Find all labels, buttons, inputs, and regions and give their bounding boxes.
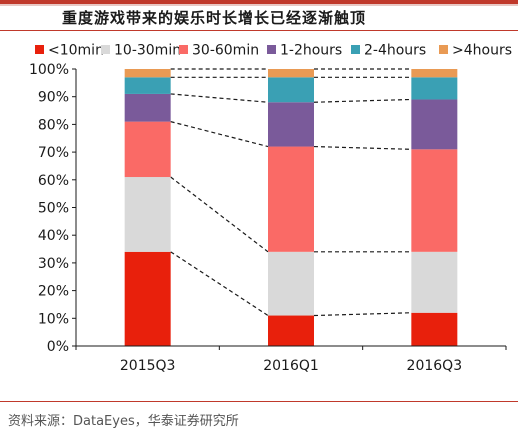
bar-2015Q3-1 — [124, 177, 171, 252]
connector-lines — [170, 68, 412, 317]
title-underline — [0, 30, 518, 31]
bar-2016Q3-4 — [411, 77, 458, 100]
y-tick-label-7: 70% — [38, 145, 69, 161]
legend-swatch-3 — [267, 45, 276, 54]
bar-2015Q3-4 — [124, 77, 171, 94]
bar-2015Q3-5 — [124, 69, 171, 78]
bar-2015Q3-0 — [124, 251, 171, 346]
y-tick-label-3: 30% — [38, 256, 69, 272]
bar-2016Q3-2 — [411, 149, 458, 252]
bottom-rule — [0, 401, 518, 402]
connector-0-1 — [170, 176, 269, 253]
connector-0-0 — [170, 251, 269, 317]
connector-1-0 — [313, 312, 412, 317]
top-rule — [0, 0, 518, 4]
bar-2016Q3-5 — [411, 69, 458, 78]
connector-1-2 — [313, 145, 412, 150]
y-tick-label-5: 50% — [38, 201, 69, 217]
legend: <10min 10-30min 30-60min 1-2hours 2-4hours >4… — [35, 43, 512, 59]
y-tick-label-1: 10% — [38, 311, 69, 327]
bars — [124, 69, 458, 346]
bar-2016Q1-0 — [268, 315, 314, 346]
legend-label-0: <10min — [48, 43, 104, 59]
y-tick-label-2: 20% — [38, 284, 69, 300]
legend-swatch-1 — [101, 45, 110, 54]
legend-swatch-2 — [179, 45, 188, 54]
stacked-bar-chart: <10min 10-30min 30-60min 1-2hours 2-4hours >4… — [29, 43, 512, 375]
y-tick-label-10: 100% — [29, 62, 69, 78]
legend-label-1: 10-30min — [114, 43, 181, 59]
bar-2016Q1-5 — [268, 69, 314, 78]
connector-1-3 — [313, 98, 412, 103]
bar-2016Q3-1 — [411, 251, 458, 313]
connector-0-3 — [170, 93, 269, 103]
bar-2016Q1-3 — [268, 102, 314, 147]
x-tick-label-2: 2016Q3 — [407, 358, 463, 374]
bar-2016Q1-2 — [268, 146, 314, 252]
bar-2015Q3-2 — [124, 121, 171, 178]
top-fade — [0, 4, 518, 6]
bar-2016Q3-3 — [411, 99, 458, 150]
y-tick-label-9: 90% — [38, 90, 69, 106]
bar-2016Q3-0 — [411, 312, 458, 346]
y-tick-label-6: 60% — [38, 173, 69, 189]
chart-title: 重度游戏带来的娱乐时长增长已经逐渐触顶 — [62, 9, 367, 27]
y-tick-label-4: 40% — [38, 228, 69, 244]
bar-2016Q1-1 — [268, 251, 314, 316]
legend-swatch-4 — [351, 45, 360, 54]
legend-swatch-5 — [439, 45, 448, 54]
y-tick-label-0: 0% — [47, 339, 69, 355]
y-tick-label-8: 80% — [38, 117, 69, 133]
legend-label-2: 30-60min — [192, 43, 259, 59]
legend-label-5: >4hours — [452, 43, 512, 59]
axes: 0% 10% 20% 30% 40% 50% 60% 70% 80% 90% 100% 2015Q3 2… — [29, 62, 507, 374]
legend-swatch-0 — [35, 45, 44, 54]
connector-0-2 — [170, 121, 269, 148]
legend-label-3: 1-2hours — [280, 43, 342, 59]
bar-2015Q3-3 — [124, 93, 171, 122]
legend-label-4: 2-4hours — [364, 43, 426, 59]
x-tick-label-1: 2016Q1 — [263, 358, 319, 374]
source-note: 资料来源：DataEyes，华泰证券研究所 — [8, 414, 239, 429]
bar-2016Q1-4 — [268, 77, 314, 103]
x-tick-label-0: 2015Q3 — [120, 358, 176, 374]
